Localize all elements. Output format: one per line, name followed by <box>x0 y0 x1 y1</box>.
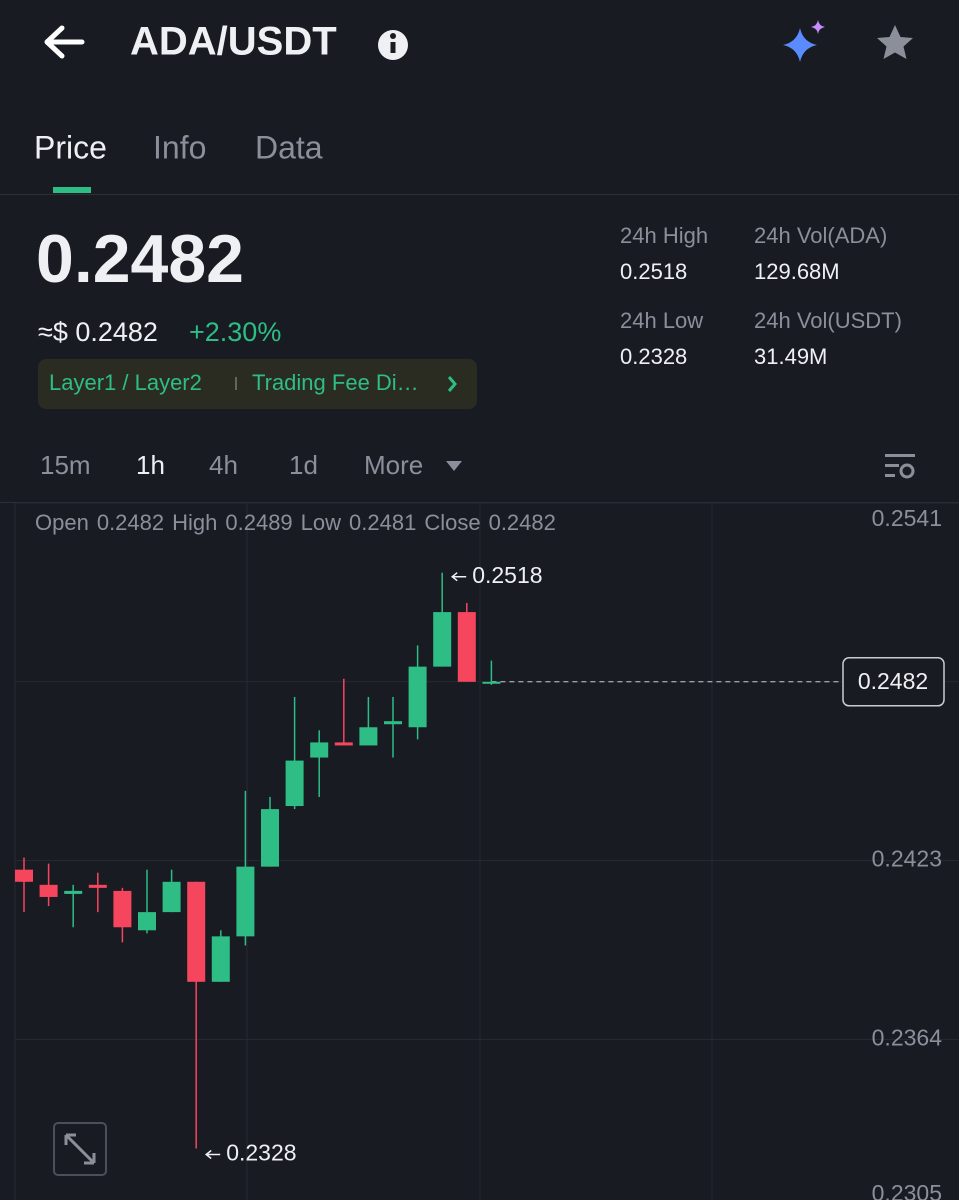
ohlc-label: Close <box>424 510 480 535</box>
stat-value: 0.2328 <box>620 344 687 369</box>
divider <box>0 194 959 195</box>
y-tick-label: 0.2423 <box>872 846 942 872</box>
interval[interactable]: 15m <box>40 450 91 480</box>
favorite-star[interactable] <box>877 25 913 59</box>
candle-body <box>334 742 353 746</box>
y-tick-label: 0.2364 <box>872 1024 943 1050</box>
candle-body <box>88 884 107 888</box>
price-change: +2.30% <box>189 317 281 347</box>
candle-body <box>285 760 304 807</box>
interval[interactable]: 1d <box>289 450 318 480</box>
annotation-arrow <box>450 572 467 582</box>
ohlc-readout: Open 0.2482 High 0.2489 Low 0.2481 Close 0.2482 <box>35 510 556 535</box>
current-price-label: 0.2482 <box>858 668 928 694</box>
ohlc-label: High <box>172 510 217 535</box>
candle-body <box>187 881 206 982</box>
ohlc-value: 0.2482 <box>97 510 164 535</box>
interval[interactable]: 4h <box>209 450 238 480</box>
current-price-box <box>842 657 945 707</box>
tag: Trading Fee Di… <box>252 370 419 395</box>
candle-body <box>359 727 378 746</box>
stat-label: 24h High <box>620 223 708 248</box>
dropdown-caret <box>446 461 462 471</box>
stat-value: 0.2518 <box>620 259 687 284</box>
ai-icon[interactable] <box>783 20 825 62</box>
candle-body <box>113 890 132 928</box>
stat-label: 24h Vol(ADA) <box>754 223 887 248</box>
tag-banner[interactable] <box>38 359 477 409</box>
candle-body <box>64 890 83 894</box>
tag-separator <box>235 377 237 390</box>
indicator-settings[interactable] <box>885 454 915 479</box>
tab[interactable]: Info <box>153 129 206 165</box>
candle-body <box>384 721 402 725</box>
info-icon[interactable] <box>378 30 408 60</box>
chevron <box>447 376 457 392</box>
candle-body <box>408 666 427 728</box>
candle-body <box>211 936 230 982</box>
tab[interactable]: Price <box>34 129 107 165</box>
candle-body <box>310 742 329 758</box>
candle-body <box>457 612 476 682</box>
candle-body <box>15 869 33 882</box>
ohlc-value: 0.2482 <box>489 510 556 535</box>
interval[interactable]: More <box>364 450 423 480</box>
interval[interactable]: 1h <box>136 450 165 480</box>
candle-body <box>482 681 501 684</box>
stat-label: 24h Vol(USDT) <box>754 308 902 333</box>
extreme-label: 0.2328 <box>226 1140 296 1166</box>
back-button[interactable] <box>44 25 85 59</box>
stat-value: 31.49M <box>754 344 827 369</box>
last-price: 0.2482 <box>36 221 244 297</box>
stat-value: 129.68M <box>754 259 840 284</box>
candle-body <box>39 884 58 897</box>
ohlc-label: Low <box>301 510 341 535</box>
usd-price: ≈$ 0.2482 <box>38 317 158 347</box>
vertical-grid <box>14 503 713 1200</box>
candle-body <box>261 809 279 867</box>
annotation-arrow <box>204 1149 221 1160</box>
ohlc-value: 0.2489 <box>225 510 292 535</box>
ohlc-value: 0.2481 <box>349 510 416 535</box>
tab-indicator <box>53 187 91 193</box>
pair-title: ADA/USDT <box>130 20 337 64</box>
tag: Layer1 / Layer2 <box>49 370 202 395</box>
candle-body <box>162 881 181 913</box>
tab[interactable]: Data <box>255 129 323 165</box>
candle-body <box>433 612 452 667</box>
candle-body <box>138 912 156 931</box>
y-tick-label: 0.2541 <box>872 505 942 531</box>
ohlc-label: Open <box>35 510 89 535</box>
expand-button[interactable] <box>53 1122 107 1176</box>
extreme-label: 0.2518 <box>472 562 542 588</box>
stat-label: 24h Low <box>620 308 703 333</box>
y-tick-label: 0.2305 <box>872 1180 942 1200</box>
candle-body <box>236 866 255 937</box>
